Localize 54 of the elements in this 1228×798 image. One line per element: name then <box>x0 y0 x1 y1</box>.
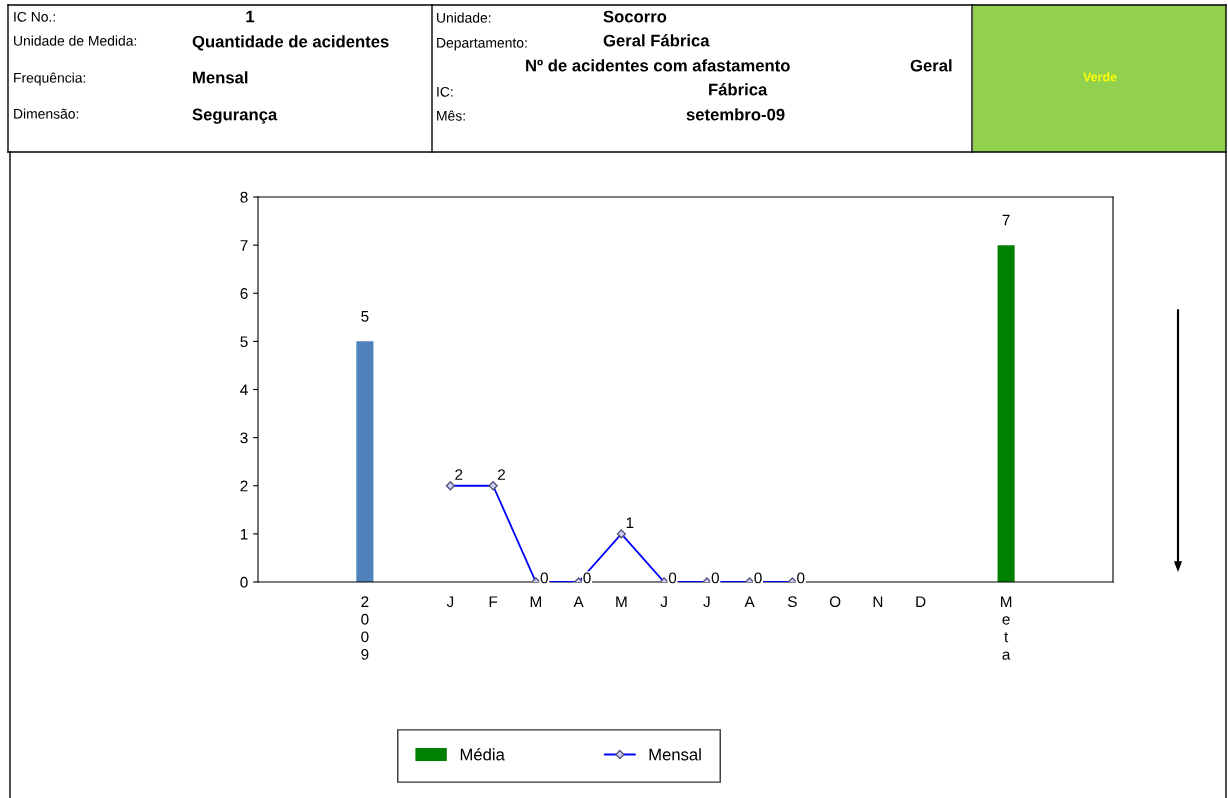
text: Socorro <box>603 10 667 23</box>
x-tick-label: A <box>744 596 755 607</box>
x-tick-label: O <box>829 596 841 608</box>
y-tick-label: 8 <box>240 191 248 203</box>
text: Departamento: <box>437 38 527 51</box>
y-tick-label: 7 <box>240 240 248 251</box>
data-label: 2 <box>498 469 506 480</box>
data-label: 0 <box>583 572 591 584</box>
text: Dimensão: <box>14 108 79 119</box>
x-tick-label: J <box>660 596 667 608</box>
x-tick-label: J <box>446 596 454 608</box>
text: IC No.: <box>14 11 55 22</box>
text: Geral Fábrica <box>603 34 710 47</box>
text: Geral <box>910 59 952 72</box>
data-label: 2 <box>455 469 463 480</box>
y-tick-label: 6 <box>240 288 248 299</box>
text: Segurança <box>192 108 278 124</box>
y-tick-label: 5 <box>240 336 248 348</box>
data-label: 5 <box>361 311 369 322</box>
y-tick-label: 0 <box>240 576 248 588</box>
data-label: 7 <box>1002 214 1010 226</box>
x-tick-label: J <box>703 596 710 608</box>
data-label: 0 <box>668 572 677 584</box>
text: Frequência: <box>14 72 86 86</box>
text: setembro-09 <box>686 108 785 121</box>
text: Fábrica <box>709 83 768 96</box>
text: Mês: <box>437 110 465 121</box>
text: Nº de acidentes com afastamento <box>526 59 790 72</box>
data-label: 1 <box>626 517 634 528</box>
text: Verde <box>1083 72 1117 82</box>
x-tick-label: F <box>489 596 498 607</box>
data-label: 0 <box>797 572 805 584</box>
y-tick-label: 2 <box>240 480 248 492</box>
y-tick-label: 3 <box>240 432 248 444</box>
x-tick-label: N <box>873 596 883 607</box>
x-tick-label: Meta <box>1001 596 1012 660</box>
text: Unidade: <box>437 12 491 23</box>
y-tick-label: 4 <box>240 384 248 396</box>
text: Unidade de Medida: <box>14 35 137 46</box>
data-label: 0 <box>540 572 548 584</box>
legend-label: Mensal <box>649 748 701 761</box>
legend-label: Média <box>460 748 505 761</box>
text: IC: <box>437 86 453 97</box>
y-tick-label: 1 <box>240 528 248 540</box>
x-tick-label: A <box>573 596 584 607</box>
data-label: 0 <box>711 572 719 584</box>
text: Mensal <box>193 71 248 84</box>
x-tick-label: D <box>916 596 926 607</box>
x-tick-label: M <box>616 596 627 607</box>
x-tick-label: S <box>787 596 797 608</box>
text: Quantidade de acidentes <box>192 35 389 51</box>
x-tick-label: 2009 <box>361 596 369 660</box>
x-tick-label: M <box>530 596 541 607</box>
data-label: 0 <box>754 572 762 584</box>
